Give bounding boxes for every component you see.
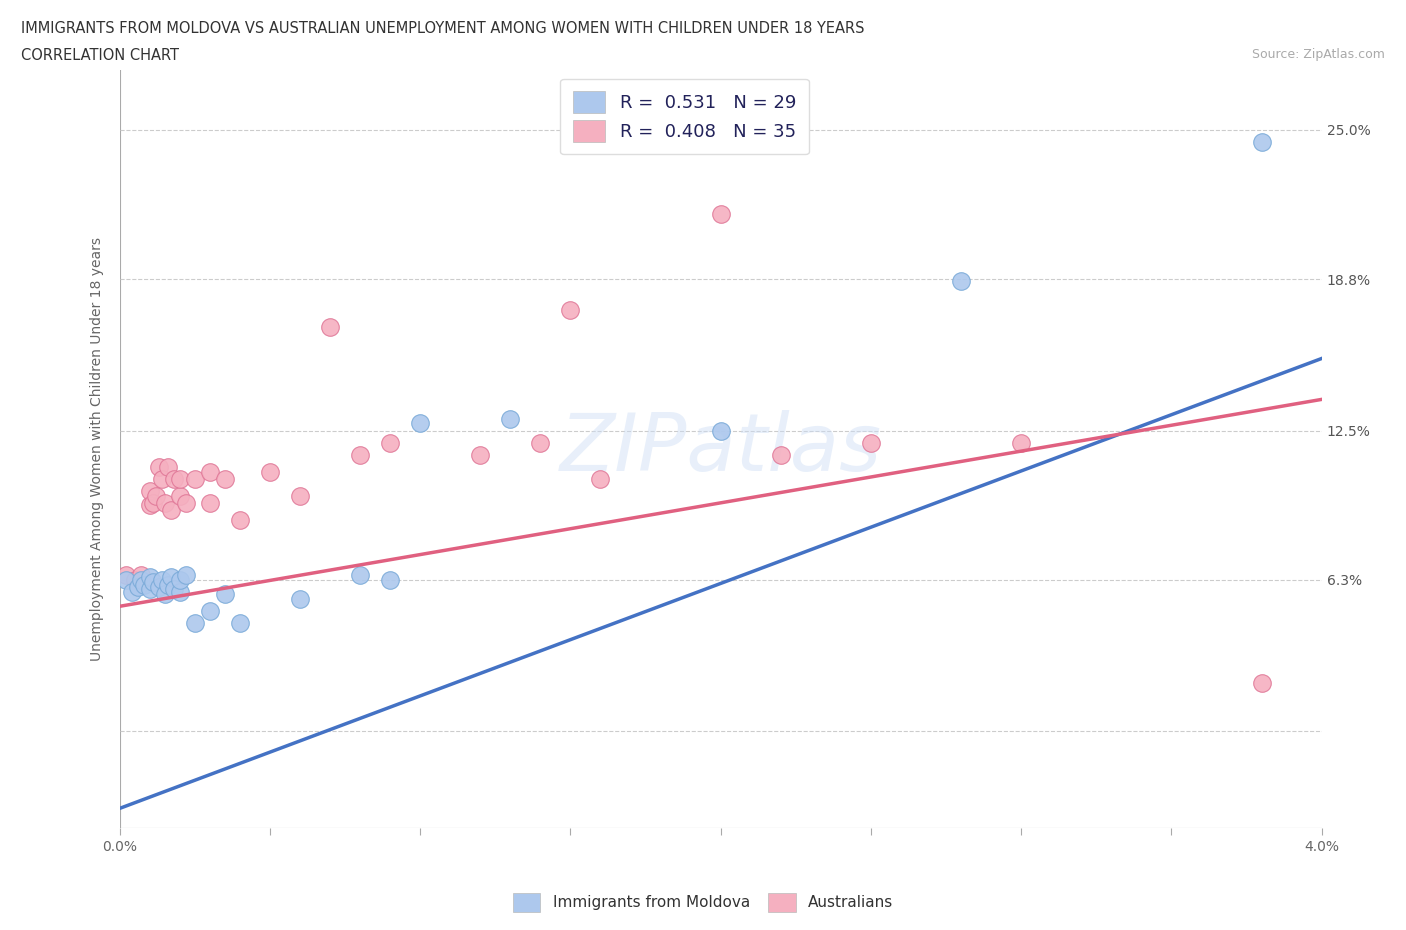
Point — [156, 459, 179, 474]
Point — [156, 578, 179, 592]
Point — [138, 570, 160, 585]
Point — [124, 573, 146, 588]
Point — [169, 584, 191, 599]
Point — [159, 502, 181, 517]
Point — [198, 604, 221, 618]
Point — [183, 472, 205, 486]
Point — [259, 464, 281, 479]
Text: CORRELATION CHART: CORRELATION CHART — [21, 48, 179, 63]
Text: ZIPatlas: ZIPatlas — [560, 410, 882, 487]
Point — [162, 472, 184, 486]
Point — [183, 616, 205, 631]
Point — [1250, 135, 1272, 150]
Point — [169, 472, 191, 486]
Point — [198, 496, 221, 511]
Point — [589, 472, 612, 486]
Point — [129, 573, 152, 588]
Point — [769, 447, 792, 462]
Point — [709, 423, 731, 438]
Point — [169, 573, 191, 588]
Point — [114, 573, 136, 588]
Point — [142, 575, 165, 590]
Point — [138, 582, 160, 597]
Legend: R =  0.531   N = 29, R =  0.408   N = 35: R = 0.531 N = 29, R = 0.408 N = 35 — [560, 79, 808, 154]
Y-axis label: Unemployment Among Women with Children Under 18 years: Unemployment Among Women with Children U… — [90, 237, 104, 660]
Point — [859, 435, 882, 450]
Point — [138, 498, 160, 512]
Point — [560, 303, 582, 318]
Point — [142, 496, 165, 511]
Point — [409, 416, 432, 431]
Point — [150, 573, 173, 588]
Point — [198, 464, 221, 479]
Point — [174, 496, 197, 511]
Point — [288, 591, 311, 606]
Point — [169, 488, 191, 503]
Point — [228, 512, 252, 527]
Point — [1250, 676, 1272, 691]
Point — [949, 274, 972, 289]
Point — [138, 484, 160, 498]
Point — [145, 488, 167, 503]
Point — [129, 567, 152, 582]
Text: Source: ZipAtlas.com: Source: ZipAtlas.com — [1251, 48, 1385, 61]
Point — [148, 579, 170, 594]
Point — [214, 472, 236, 486]
Text: IMMIGRANTS FROM MOLDOVA VS AUSTRALIAN UNEMPLOYMENT AMONG WOMEN WITH CHILDREN UND: IMMIGRANTS FROM MOLDOVA VS AUSTRALIAN UN… — [21, 21, 865, 36]
Point — [114, 567, 136, 582]
Point — [529, 435, 551, 450]
Point — [288, 488, 311, 503]
Point — [127, 579, 149, 594]
Legend: Immigrants from Moldova, Australians: Immigrants from Moldova, Australians — [506, 887, 900, 918]
Point — [153, 587, 176, 602]
Point — [228, 616, 252, 631]
Point — [214, 587, 236, 602]
Point — [159, 570, 181, 585]
Point — [148, 459, 170, 474]
Point — [349, 447, 371, 462]
Point — [378, 435, 401, 450]
Point — [499, 411, 522, 426]
Point — [162, 582, 184, 597]
Point — [121, 584, 143, 599]
Point — [1010, 435, 1032, 450]
Point — [378, 573, 401, 588]
Point — [150, 472, 173, 486]
Point — [174, 567, 197, 582]
Point — [319, 320, 342, 335]
Point — [132, 578, 155, 592]
Point — [349, 567, 371, 582]
Point — [153, 496, 176, 511]
Point — [709, 206, 731, 221]
Point — [468, 447, 492, 462]
